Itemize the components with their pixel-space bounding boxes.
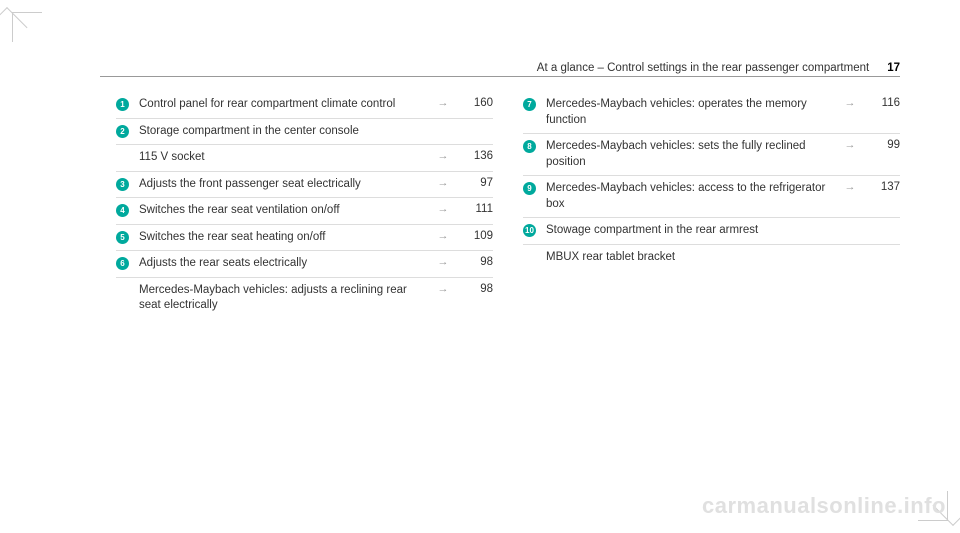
item-description: Adjusts the front passenger seat electri…: [139, 177, 433, 193]
arrow-icon: →: [433, 230, 453, 242]
item-description: MBUX rear tablet bracket: [546, 250, 840, 266]
arrow-icon: →: [840, 97, 860, 109]
table-row: 6 Adjusts the rear seats electrically→98: [116, 251, 493, 278]
item-marker: [116, 284, 129, 297]
page-reference: 160: [453, 97, 493, 109]
item-marker: 3: [116, 178, 129, 191]
page-reference: 116: [860, 97, 900, 109]
page-reference: 98: [453, 283, 493, 295]
page-reference: 136: [453, 150, 493, 162]
item-marker: [116, 151, 129, 164]
arrow-icon: →: [433, 177, 453, 189]
table-row: 7 Mercedes-Maybach vehicles: operates the…: [523, 92, 900, 134]
item-marker: 9: [523, 182, 536, 195]
item-description: Stowage compartment in the rear armrest: [546, 223, 840, 239]
item-marker: 10: [523, 224, 536, 237]
table-row: 4 Switches the rear seat ventilation on/o…: [116, 198, 493, 225]
item-marker: 5: [116, 231, 129, 244]
table-row: 8 Mercedes-Maybach vehicles: sets the ful…: [523, 134, 900, 176]
item-marker: [523, 251, 536, 264]
content-area: 1 Control panel for rear compartment clim…: [116, 92, 900, 319]
table-row: 2 Storage compartment in the center conso…: [116, 119, 493, 146]
arrow-icon: →: [433, 256, 453, 268]
page-reference: 97: [453, 177, 493, 189]
table-row: Mercedes-Maybach vehicles: adjusts a rec…: [116, 278, 493, 319]
table-row: 115 V socket→136: [116, 145, 493, 172]
arrow-icon: →: [433, 203, 453, 215]
page-header: At a glance – Control settings in the re…: [100, 62, 900, 77]
item-marker: 4: [116, 204, 129, 217]
table-row: 10 Stowage compartment in the rear armres…: [523, 218, 900, 245]
right-column: 7 Mercedes-Maybach vehicles: operates the…: [523, 92, 900, 319]
arrow-icon: →: [840, 139, 860, 151]
table-row: 1 Control panel for rear compartment clim…: [116, 92, 493, 119]
left-column: 1 Control panel for rear compartment clim…: [116, 92, 493, 319]
arrow-icon: →: [433, 97, 453, 109]
item-description: Control panel for rear compartment clima…: [139, 97, 433, 113]
arrow-icon: →: [433, 283, 453, 295]
arrow-icon: →: [433, 150, 453, 162]
table-row: 3 Adjusts the front passenger seat electr…: [116, 172, 493, 199]
page-reference: 109: [453, 230, 493, 242]
item-description: 115 V socket: [139, 150, 433, 166]
page-reference: 111: [453, 203, 493, 215]
page-reference: 137: [860, 181, 900, 193]
item-description: Mercedes-Maybach vehicles: adjusts a rec…: [139, 283, 433, 314]
page-reference: 99: [860, 139, 900, 151]
table-row: 5 Switches the rear seat heating on/off→1…: [116, 225, 493, 252]
item-description: Switches the rear seat heating on/off: [139, 230, 433, 246]
page-title: At a glance – Control settings in the re…: [537, 62, 869, 74]
item-marker: 7: [523, 98, 536, 111]
item-marker: 1: [116, 98, 129, 111]
table-row: MBUX rear tablet bracket: [523, 245, 900, 271]
item-marker: 6: [116, 257, 129, 270]
item-description: Adjusts the rear seats electrically: [139, 256, 433, 272]
item-marker: 8: [523, 140, 536, 153]
item-description: Storage compartment in the center consol…: [139, 124, 433, 140]
item-description: Switches the rear seat ventilation on/of…: [139, 203, 433, 219]
item-description: Mercedes-Maybach vehicles: sets the full…: [546, 139, 840, 170]
item-description: Mercedes-Maybach vehicles: operates the …: [546, 97, 840, 128]
item-marker: 2: [116, 125, 129, 138]
item-description: Mercedes-Maybach vehicles: access to the…: [546, 181, 840, 212]
table-row: 9 Mercedes-Maybach vehicles: access to th…: [523, 176, 900, 218]
arrow-icon: →: [840, 181, 860, 193]
corner-mark-tl: [12, 12, 42, 42]
page-reference: 98: [453, 256, 493, 268]
watermark: carmanualsonline.info: [702, 493, 946, 519]
page-number: 17: [887, 62, 900, 74]
